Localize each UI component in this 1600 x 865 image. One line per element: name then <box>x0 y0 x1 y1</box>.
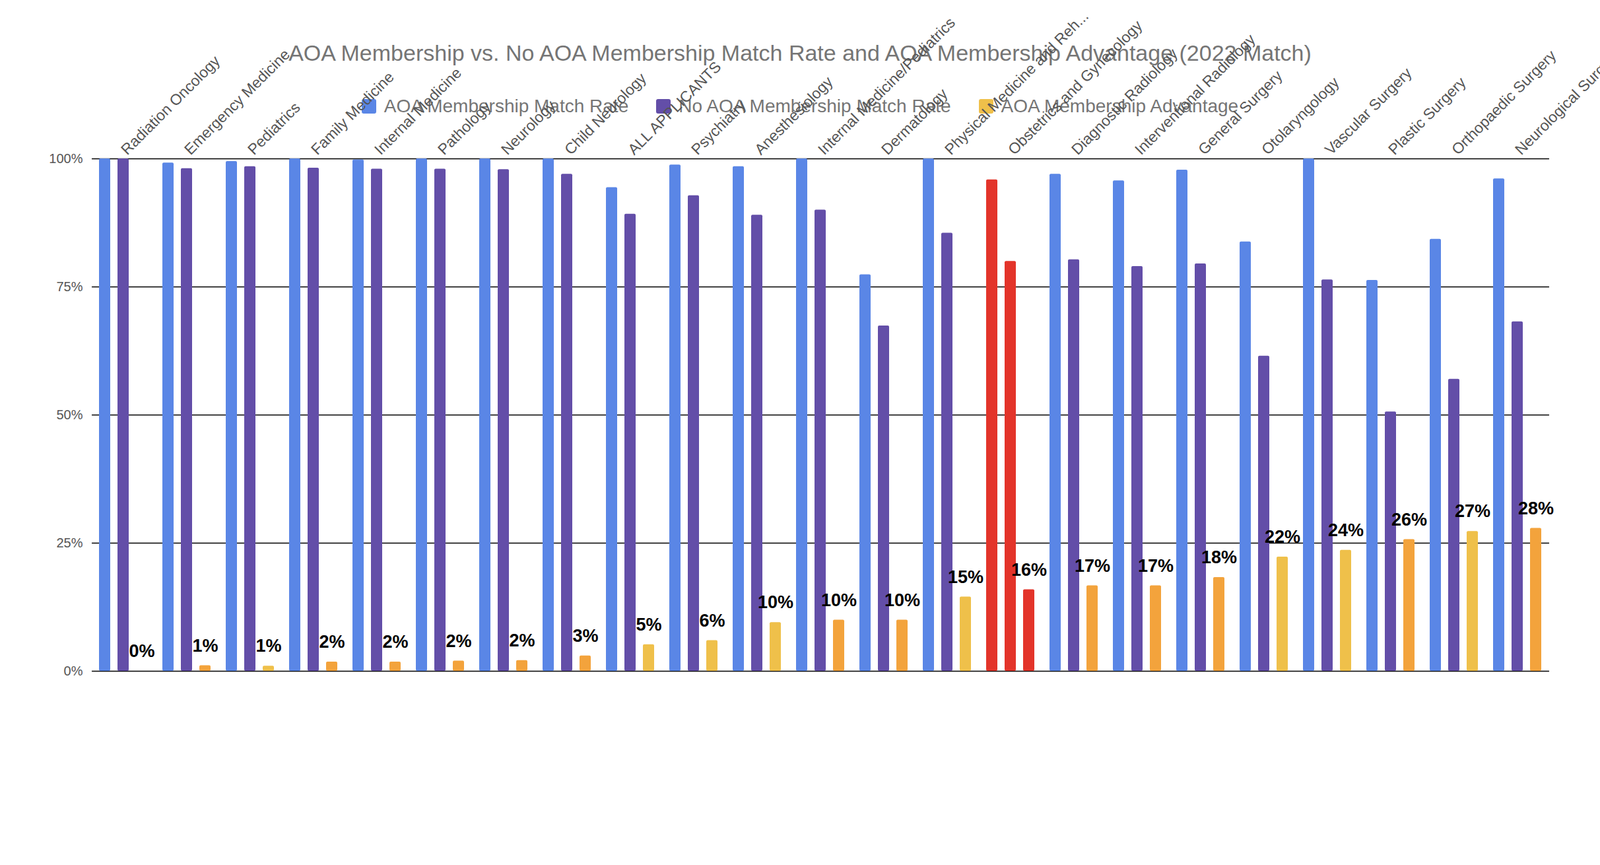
svg-text:0%: 0% <box>128 640 155 661</box>
svg-text:2%: 2% <box>382 631 408 652</box>
svg-text:15%: 15% <box>947 566 984 587</box>
svg-text:10%: 10% <box>821 590 857 610</box>
svg-text:2%: 2% <box>508 630 535 651</box>
svg-text:17%: 17% <box>1074 555 1111 576</box>
svg-text:17%: 17% <box>1137 555 1174 576</box>
svg-text:Psychiatry: Psychiatry <box>687 95 750 158</box>
svg-text:18%: 18% <box>1201 547 1237 567</box>
svg-text:Dermatology: Dermatology <box>877 84 952 158</box>
svg-text:22%: 22% <box>1264 526 1301 547</box>
svg-text:Pediatrics: Pediatrics <box>244 98 304 158</box>
svg-text:26%: 26% <box>1391 509 1428 530</box>
svg-text:100%: 100% <box>48 151 83 166</box>
svg-text:Pathology: Pathology <box>434 97 495 158</box>
svg-text:Neurology: Neurology <box>497 96 560 158</box>
svg-text:1%: 1% <box>192 635 218 656</box>
svg-text:Neurological Surgery: Neurological Surgery <box>1511 45 1600 159</box>
svg-text:Diagnostic Radiology: Diagnostic Radiology <box>1067 44 1182 159</box>
svg-text:24%: 24% <box>1328 520 1364 540</box>
svg-text:10%: 10% <box>884 590 921 610</box>
svg-text:Emergency Medicine: Emergency Medicine <box>180 45 294 158</box>
svg-text:Internal Medicine/Pediatrics: Internal Medicine/Pediatrics <box>814 13 959 158</box>
svg-text:Orthopaedic Surgery: Orthopaedic Surgery <box>1448 46 1560 158</box>
svg-text:75%: 75% <box>56 279 83 294</box>
svg-text:6%: 6% <box>699 610 725 631</box>
svg-text:28%: 28% <box>1518 498 1554 519</box>
svg-text:2%: 2% <box>445 631 472 651</box>
svg-text:1%: 1% <box>255 635 282 656</box>
svg-text:5%: 5% <box>635 614 662 635</box>
svg-text:3%: 3% <box>572 625 599 646</box>
svg-text:27%: 27% <box>1454 500 1491 521</box>
svg-text:50%: 50% <box>56 407 83 422</box>
svg-text:Interventional Radiology: Interventional Radiology <box>1131 30 1259 158</box>
svg-text:10%: 10% <box>757 592 794 612</box>
svg-text:2%: 2% <box>318 631 345 652</box>
svg-text:16%: 16% <box>1011 559 1047 580</box>
svg-text:Obstetrics and Gynecology: Obstetrics and Gynecology <box>1004 16 1146 158</box>
svg-text:25%: 25% <box>56 535 83 550</box>
svg-text:0%: 0% <box>64 663 84 678</box>
